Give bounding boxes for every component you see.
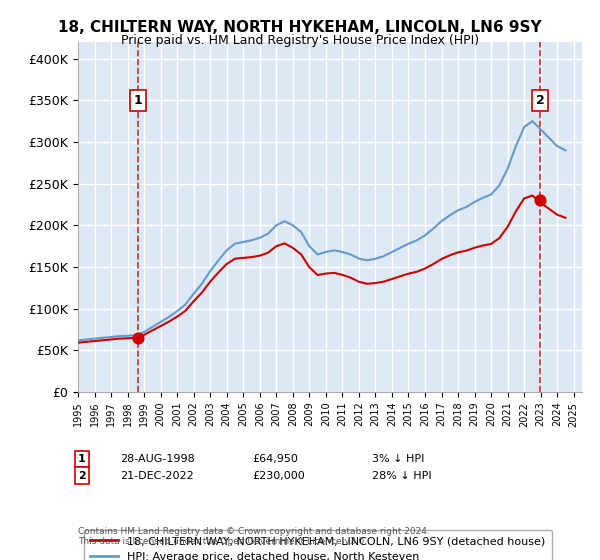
Text: £230,000: £230,000 <box>252 471 305 481</box>
Text: 2: 2 <box>78 471 86 481</box>
Text: £64,950: £64,950 <box>252 454 298 464</box>
Text: 28% ↓ HPI: 28% ↓ HPI <box>372 471 431 481</box>
Text: Price paid vs. HM Land Registry's House Price Index (HPI): Price paid vs. HM Land Registry's House … <box>121 34 479 46</box>
Text: 28-AUG-1998: 28-AUG-1998 <box>120 454 195 464</box>
Legend: 18, CHILTERN WAY, NORTH HYKEHAM, LINCOLN, LN6 9SY (detached house), HPI: Average: 18, CHILTERN WAY, NORTH HYKEHAM, LINCOLN… <box>83 530 552 560</box>
Point <box>134 333 143 342</box>
Text: 3% ↓ HPI: 3% ↓ HPI <box>372 454 424 464</box>
Point <box>535 196 545 205</box>
Text: 18, CHILTERN WAY, NORTH HYKEHAM, LINCOLN, LN6 9SY: 18, CHILTERN WAY, NORTH HYKEHAM, LINCOLN… <box>58 20 542 35</box>
Text: 1: 1 <box>78 454 86 464</box>
Text: 21-DEC-2022: 21-DEC-2022 <box>120 471 194 481</box>
Text: 1: 1 <box>134 94 143 107</box>
Text: Contains HM Land Registry data © Crown copyright and database right 2024.
This d: Contains HM Land Registry data © Crown c… <box>78 526 430 546</box>
Text: 2: 2 <box>536 94 545 107</box>
